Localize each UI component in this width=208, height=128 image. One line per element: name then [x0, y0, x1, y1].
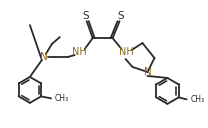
- Text: NH: NH: [119, 47, 134, 57]
- Text: S: S: [117, 11, 124, 21]
- Text: N: N: [40, 52, 48, 62]
- Text: S: S: [82, 11, 89, 21]
- Text: N: N: [144, 67, 151, 77]
- Text: CH₃: CH₃: [191, 95, 205, 104]
- Text: NH: NH: [72, 47, 87, 57]
- Text: CH₃: CH₃: [55, 94, 69, 103]
